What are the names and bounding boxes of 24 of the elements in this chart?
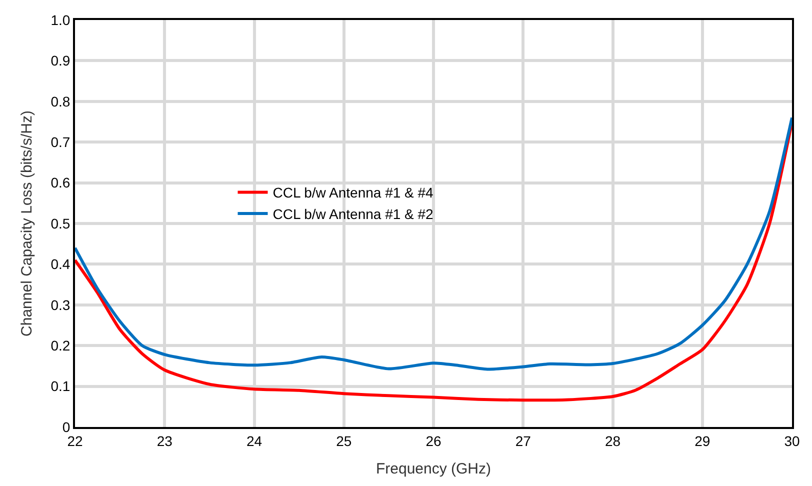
legend-label: CCL b/w Antenna #1 & #2	[272, 206, 434, 222]
y-tick-label: 0.6	[50, 174, 70, 191]
y-tick-label: 0.2	[50, 338, 70, 354]
y-tick-label: 0.7	[50, 134, 70, 150]
x-tick-label: 27	[515, 432, 532, 449]
x-tick-label: 24	[246, 432, 262, 449]
y-axis-title: Channel Capacity Loss (bits/s/Hz)	[18, 110, 36, 336]
x-tick-label: 22	[67, 432, 83, 449]
y-tick-label: 0.1	[50, 378, 70, 394]
x-tick-label: 29	[694, 432, 710, 449]
x-tick-label: 25	[336, 432, 352, 449]
y-tick-label: 0.3	[50, 296, 70, 313]
legend-label: CCL b/w Antenna #1 & #4	[272, 184, 434, 201]
x-tick-label: 30	[784, 432, 800, 449]
x-tick-label: 23	[156, 432, 173, 449]
x-axis-title: Frequency (GHz)	[376, 460, 492, 478]
y-tick-label: 0.5	[50, 215, 70, 232]
y-tick-label: 0.4	[50, 256, 70, 272]
y-tick-label: 0	[62, 418, 70, 435]
x-tick-label: 28	[604, 432, 621, 449]
y-tick-label: 1.0	[50, 12, 70, 28]
y-tick-label: 0.8	[50, 93, 70, 110]
y-tick-label: 0.9	[50, 52, 70, 69]
x-tick-label: 26	[426, 432, 442, 449]
